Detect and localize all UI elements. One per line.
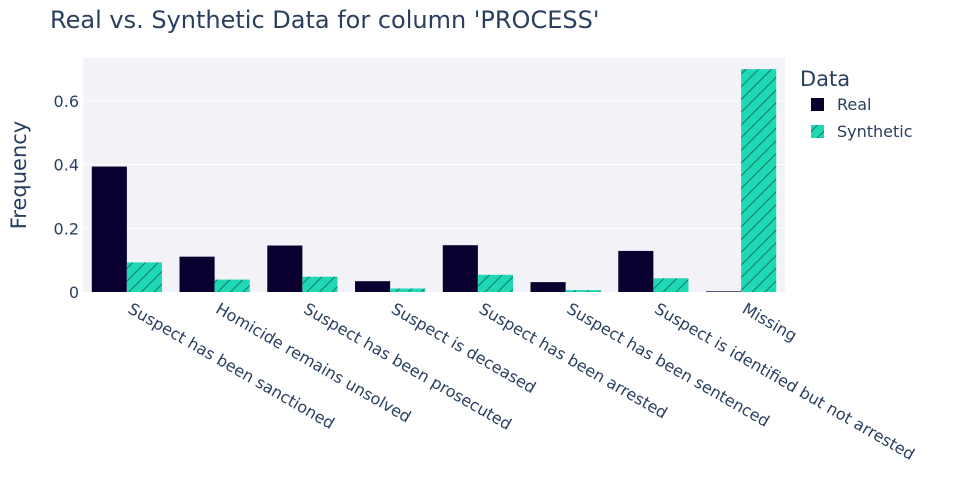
- bar-real-4: [355, 281, 391, 292]
- bar-real-7: [618, 250, 654, 292]
- bar-synthetic-7: [653, 278, 689, 292]
- chart-title: Real vs. Synthetic Data for column 'PROC…: [50, 6, 599, 34]
- legend-title: Data: [800, 67, 850, 91]
- bar-real-5: [442, 245, 478, 292]
- y-tick-label: 0.4: [54, 156, 79, 175]
- bar-synthetic-6: [565, 290, 601, 292]
- bar-synthetic-1: [126, 262, 162, 292]
- legend-label-real[interactable]: Real: [837, 95, 872, 114]
- y-tick-label: 0.6: [54, 92, 79, 111]
- y-axis-title: Frequency: [7, 121, 31, 230]
- x-tick-label: Suspect is deceased: [388, 299, 539, 397]
- bar-real-1: [91, 166, 127, 292]
- y-tick-label: 0: [69, 283, 79, 302]
- legend-swatch-synthetic[interactable]: [811, 125, 824, 138]
- bar-synthetic-4: [390, 288, 426, 292]
- legend-swatch-real[interactable]: [811, 98, 824, 111]
- y-tick-label: 0.2: [54, 219, 79, 238]
- bar-real-2: [179, 256, 215, 292]
- bar-real-3: [267, 245, 303, 292]
- bar-synthetic-2: [214, 279, 250, 292]
- bar-synthetic-5: [477, 274, 513, 292]
- x-tick-label: Missing: [739, 299, 800, 345]
- bar-real-6: [530, 282, 566, 292]
- bar-synthetic-8: [741, 69, 777, 293]
- bar-real-8: [706, 291, 742, 292]
- legend-label-synthetic[interactable]: Synthetic: [837, 122, 913, 141]
- bar-synthetic-3: [302, 276, 338, 292]
- plot-area: [83, 58, 785, 292]
